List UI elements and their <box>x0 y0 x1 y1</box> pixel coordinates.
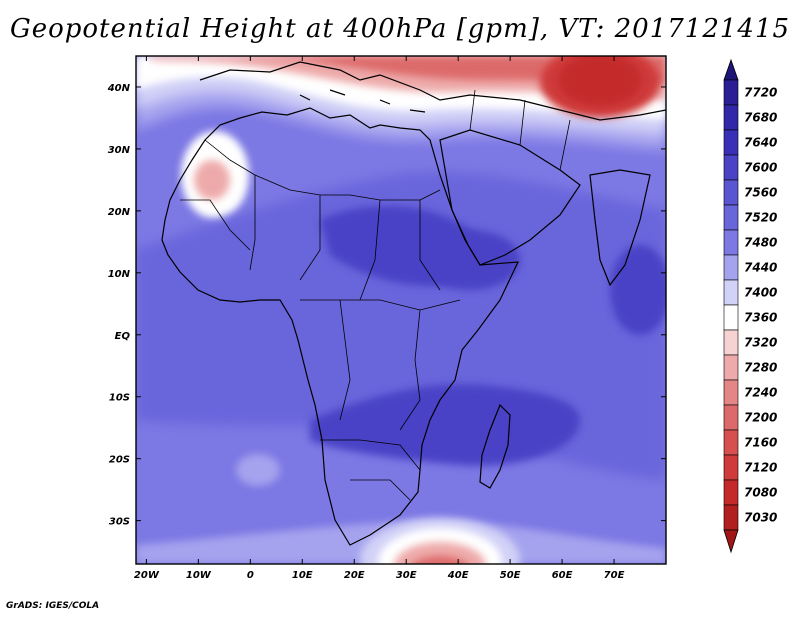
colorbar-top-arrow <box>723 58 739 81</box>
drc-border <box>339 299 351 421</box>
credit-label: GrADS: IGES/COLA <box>6 601 100 611</box>
colorbar-label-7030: 7030 <box>744 511 777 525</box>
mali-border <box>249 175 256 271</box>
lon-label-20w: 20W <box>134 570 160 581</box>
field-madagascar-high <box>310 384 580 466</box>
middle-east-borders <box>469 89 571 171</box>
india-coastline <box>589 169 651 287</box>
colorbar-swatch-7280 <box>723 354 739 381</box>
colorbar-label-7560: 7560 <box>744 186 777 200</box>
colorbar-swatch-7030 <box>723 504 739 531</box>
field-india-high <box>610 245 666 335</box>
colorbar-swatch-7680 <box>723 104 739 131</box>
axis-labels: 40N 30N 20N 10N EQ 10S 20S 30S 20W 10W 0 10E 20E 30E 4… <box>107 83 625 581</box>
map-title: Geopotential Height at 400hPa [gpm], VT:… <box>9 14 791 44</box>
lat-label-10s: 10S <box>109 393 130 404</box>
field-northwest-low-core <box>194 160 230 200</box>
lon-label-20e: 20E <box>344 570 365 581</box>
niger-border <box>299 195 321 281</box>
height-field <box>136 56 666 564</box>
south-africa-border <box>350 479 411 501</box>
axis-ticks <box>136 56 666 564</box>
colorbar-swatch-7360 <box>723 304 739 331</box>
field-southern-trough <box>394 542 486 564</box>
colorbar-label-7480: 7480 <box>744 236 777 250</box>
colorbar-label-7240: 7240 <box>744 386 777 400</box>
colorbar-label-7680: 7680 <box>744 111 777 125</box>
colorbar-label-7600: 7600 <box>744 161 777 175</box>
lat-label-30n: 30N <box>108 145 131 156</box>
colorbar-label-7280: 7280 <box>744 361 777 375</box>
colorbar-label-7080: 7080 <box>744 486 777 500</box>
colorbar-swatch-7240 <box>723 379 739 406</box>
colorbar: 7720 7680 7640 7600 7560 7520 7480 7440 7400 7360… <box>723 58 777 554</box>
colorbar-swatch-7400 <box>723 279 739 306</box>
lat-label-10n: 10N <box>108 269 131 280</box>
colorbar-swatch-7520 <box>723 204 739 231</box>
field-horn-of-africa-high <box>420 230 520 290</box>
madagascar-coastline <box>479 403 511 489</box>
colorbar-swatch-7120 <box>723 454 739 481</box>
colorbar-swatch-7640 <box>723 129 739 156</box>
lat-label-30s: 30S <box>109 517 130 528</box>
lon-label-10w: 10W <box>186 570 212 581</box>
colorbar-swatch-7320 <box>723 329 739 356</box>
lat-label-40n: 40N <box>107 83 131 94</box>
map-frame <box>135 55 667 565</box>
mediterranean-islands <box>299 89 426 113</box>
field-band-7200-south <box>412 556 468 564</box>
colorbar-swatch-7600 <box>723 154 739 181</box>
colorbar-label-7520: 7520 <box>744 211 777 225</box>
colorbar-label-7200: 7200 <box>744 411 777 425</box>
colorbar-swatch-7080 <box>723 479 739 506</box>
lon-label-10e: 10E <box>292 570 313 581</box>
colorbar-label-7360: 7360 <box>744 311 777 325</box>
colorbar-swatch-7160 <box>723 429 739 456</box>
field-south-atlantic-cell <box>236 454 280 486</box>
chad-border <box>359 199 381 301</box>
colorbar-label-7120: 7120 <box>744 461 777 475</box>
colorbar-bottom-arrow <box>723 529 739 554</box>
colorbar-label-7720: 7720 <box>744 86 777 100</box>
colorbar-swatch-7560 <box>723 179 739 206</box>
southern-africa-border <box>320 439 421 471</box>
africa-coastline <box>161 107 519 546</box>
colorbar-label-7440: 7440 <box>744 261 777 275</box>
coastlines <box>161 61 666 546</box>
lat-label-eq: EQ <box>115 331 131 342</box>
field-central-asia-low <box>558 56 642 106</box>
colorbar-swatch-7440 <box>723 254 739 281</box>
lon-label-30e: 30E <box>396 570 417 581</box>
lon-label-40e: 40E <box>447 570 469 581</box>
colorbar-swatch-7200 <box>723 404 739 431</box>
colorbar-swatch-7720 <box>723 79 739 106</box>
west-africa-border <box>180 199 251 251</box>
sudan-border <box>419 200 441 291</box>
colorbar-label-7160: 7160 <box>744 436 777 450</box>
lon-label-60e: 60E <box>552 570 573 581</box>
colorbar-label-7320: 7320 <box>744 336 777 350</box>
east-africa-border <box>399 309 421 431</box>
lon-label-0: 0 <box>247 570 254 581</box>
colorbar-swatch-7480 <box>723 229 739 256</box>
lon-label-70e: 70E <box>604 570 625 581</box>
lat-label-20n: 20N <box>108 207 131 218</box>
lat-label-20s: 20S <box>109 455 130 466</box>
europe-coastline <box>199 61 666 121</box>
central-border <box>300 299 461 311</box>
arabia-coastline <box>439 129 581 266</box>
colorbar-label-7640: 7640 <box>744 136 777 150</box>
lon-label-50e: 50E <box>500 570 521 581</box>
colorbar-label-7400: 7400 <box>744 286 777 300</box>
national-borders <box>180 89 571 501</box>
